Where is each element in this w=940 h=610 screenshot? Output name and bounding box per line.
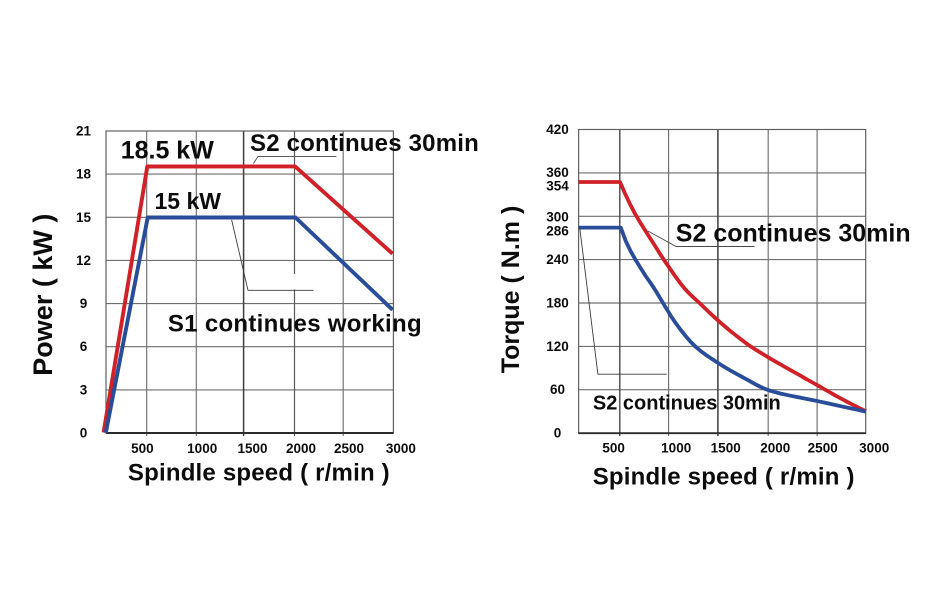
svg-text:Torque ( N.m ): Torque ( N.m ) [497,206,525,374]
svg-text:12: 12 [76,253,91,268]
svg-text:S2 continues 30min: S2 continues 30min [593,393,781,415]
svg-text:0: 0 [554,426,562,441]
svg-text:60: 60 [550,382,565,397]
svg-text:Spindle speed ( r/min ): Spindle speed ( r/min ) [128,460,390,487]
svg-text:3000: 3000 [859,441,889,456]
svg-text:3: 3 [80,382,88,397]
svg-text:360: 360 [546,165,569,180]
svg-text:18: 18 [76,167,92,182]
svg-text:180: 180 [546,296,569,311]
svg-text:Power ( kW ): Power ( kW ) [28,214,58,376]
svg-text:1500: 1500 [711,441,741,456]
svg-text:15: 15 [76,210,92,225]
svg-text:15 kW: 15 kW [155,188,222,214]
svg-text:Spindle speed ( r/min ): Spindle speed ( r/min ) [593,464,855,491]
svg-text:18.5 kW: 18.5 kW [121,137,215,165]
svg-text:21: 21 [76,124,92,139]
svg-text:240: 240 [546,252,569,267]
svg-text:1000: 1000 [661,441,691,456]
svg-text:354: 354 [546,179,569,194]
svg-text:9: 9 [80,296,88,311]
svg-text:2000: 2000 [286,441,316,456]
svg-text:S2 continues 30min: S2 continues 30min [676,220,911,248]
svg-text:420: 420 [546,122,569,137]
svg-text:286: 286 [546,224,569,239]
svg-text:S2 continues 30min: S2 continues 30min [250,130,479,157]
svg-text:300: 300 [546,210,569,225]
svg-text:1500: 1500 [237,441,267,456]
svg-text:2500: 2500 [808,441,838,456]
svg-text:500: 500 [602,441,625,456]
svg-text:S1 continues working: S1 continues working [168,311,422,338]
svg-text:6: 6 [80,339,88,354]
svg-text:1000: 1000 [187,441,217,456]
svg-text:500: 500 [131,441,154,456]
svg-text:120: 120 [546,339,569,354]
svg-text:3000: 3000 [386,441,416,456]
svg-text:2500: 2500 [334,441,364,456]
svg-text:0: 0 [80,426,88,441]
svg-text:2000: 2000 [760,441,790,456]
